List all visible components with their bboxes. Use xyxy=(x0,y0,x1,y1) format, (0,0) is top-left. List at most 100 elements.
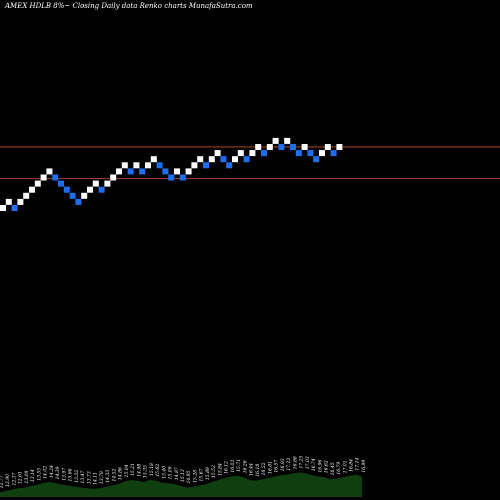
renko-brick-up xyxy=(232,156,238,163)
renko-brick-up xyxy=(336,144,343,150)
volume-label: 15.18 xyxy=(149,463,155,476)
reference-lines xyxy=(0,146,500,180)
volume-label: 15.09 xyxy=(168,466,174,479)
volume-label: 13.73 xyxy=(86,471,92,484)
renko-brick-down xyxy=(162,168,169,175)
volume-label: 15.84 xyxy=(217,463,223,476)
renko-brick-down xyxy=(98,186,105,193)
renko-brick-down xyxy=(307,150,314,157)
volume-label: 15.21 xyxy=(130,463,136,476)
renko-brick-down xyxy=(156,162,163,169)
renko-brick-down xyxy=(63,186,70,193)
renko-brick-down xyxy=(58,180,64,187)
renko-brick-down xyxy=(52,174,59,181)
volume-label: 13.32 xyxy=(74,470,80,483)
volume-label: 16.52 xyxy=(261,462,267,475)
renko-brick-down xyxy=(69,192,76,199)
renko-brick-down xyxy=(243,156,250,163)
renko-brick-up xyxy=(116,168,122,175)
volume-label: 16.57 xyxy=(274,460,280,473)
renko-brick-down xyxy=(261,150,267,157)
renko-brick-up xyxy=(319,150,325,157)
renko-brick-up xyxy=(133,162,140,169)
renko-brick-down xyxy=(330,150,337,157)
volume-label: 16.99 xyxy=(361,460,367,473)
volume-label: 16.81 xyxy=(267,461,273,474)
volume-label: 14.02 xyxy=(43,466,49,479)
volume-label: 15.40 xyxy=(161,466,167,479)
volume-label: 15.62 xyxy=(155,464,161,477)
volume-label: 14.98 xyxy=(136,464,142,477)
renko-brick-up xyxy=(40,174,47,181)
renko-brick-up xyxy=(17,198,24,205)
volume-label: 17.14 xyxy=(355,458,361,471)
volume-label: 15.89 xyxy=(205,467,211,480)
volume-label: 12.61 xyxy=(18,471,24,484)
renko-brick-up xyxy=(104,180,111,187)
volume-label: 16.74 xyxy=(311,458,317,471)
renko-brick-up xyxy=(284,137,291,144)
volume-label: 14.11 xyxy=(93,472,99,485)
renko-brick-up xyxy=(5,198,12,205)
volume-label: 12.90 xyxy=(5,474,11,487)
renko-brick-up xyxy=(46,168,53,175)
volume-label: 16.79 xyxy=(336,462,342,475)
volume-label: 14.95 xyxy=(186,470,192,483)
volume-label: 16.26 xyxy=(242,460,248,473)
renko-brick-down xyxy=(11,205,18,211)
renko-brick-down xyxy=(139,168,146,175)
volume-label: 15.71 xyxy=(236,459,242,472)
renko-brick-up xyxy=(23,192,30,199)
renko-brick-up xyxy=(249,150,256,157)
volume-label: 15.13 xyxy=(180,469,186,482)
volume-label: 16.96 xyxy=(317,460,323,473)
volume-label: 15.52 xyxy=(211,465,217,478)
volume-label: 12.37 xyxy=(11,473,17,486)
volume-label: 17.01 xyxy=(342,460,348,473)
renko-brick-down xyxy=(290,144,296,150)
renko-brick-down xyxy=(203,162,209,169)
renko-brick-up xyxy=(237,150,244,157)
volume-label: 13.66 xyxy=(68,468,74,481)
renko-brick-up xyxy=(145,162,151,169)
volume-label: 14.39 xyxy=(55,466,61,479)
renko-brick-up xyxy=(121,162,128,169)
renko-brick-down xyxy=(313,156,320,163)
renko-brick-down xyxy=(127,168,134,175)
volume-label: 16.62 xyxy=(324,460,330,473)
volume-label: 17.03 xyxy=(305,456,311,469)
volume-label: 12.77 xyxy=(0,475,5,488)
volume-label: 16.03 xyxy=(230,460,236,473)
volume-label: 13.47 xyxy=(80,470,86,483)
renko-brick-down xyxy=(168,174,175,181)
volume-label: 13.79 xyxy=(99,471,105,484)
renko-brick-up xyxy=(255,144,262,150)
renko-brick-up xyxy=(87,186,93,193)
volume-label: 16.84 xyxy=(349,459,355,472)
volume-label: 13.55 xyxy=(36,468,42,481)
renko-brick-down xyxy=(220,156,227,163)
volume-label: 16.18 xyxy=(255,464,261,477)
volume-label: 17.12 xyxy=(286,458,292,471)
renko-brick-up xyxy=(81,192,88,199)
renko-brick-down xyxy=(295,150,302,157)
renko-brick-up xyxy=(29,186,35,193)
volume-label: 16.44 xyxy=(249,463,255,476)
volume-label: 15.35 xyxy=(143,465,149,478)
renko-brick-up xyxy=(110,174,117,181)
volume-label: 13.97 xyxy=(61,468,67,481)
volume-label: 15.67 xyxy=(199,468,205,481)
renko-brick-up xyxy=(150,156,157,163)
volume-labels: 12.77 12.90 12.37 12.61 13.09 13.14 13.55 14.02… xyxy=(0,456,367,489)
volume-label: 14.87 xyxy=(174,467,180,480)
volume-label: 16.93 xyxy=(280,458,286,471)
renko-brick-up xyxy=(208,156,215,163)
volume-area xyxy=(0,472,362,497)
renko-brick-up xyxy=(266,144,273,150)
volume-label: 13.09 xyxy=(24,470,30,483)
renko-brick-up xyxy=(191,162,198,169)
renko-brick-up xyxy=(174,168,180,175)
volume-label: 16.12 xyxy=(224,461,230,474)
volume-label: 14.33 xyxy=(105,470,111,483)
